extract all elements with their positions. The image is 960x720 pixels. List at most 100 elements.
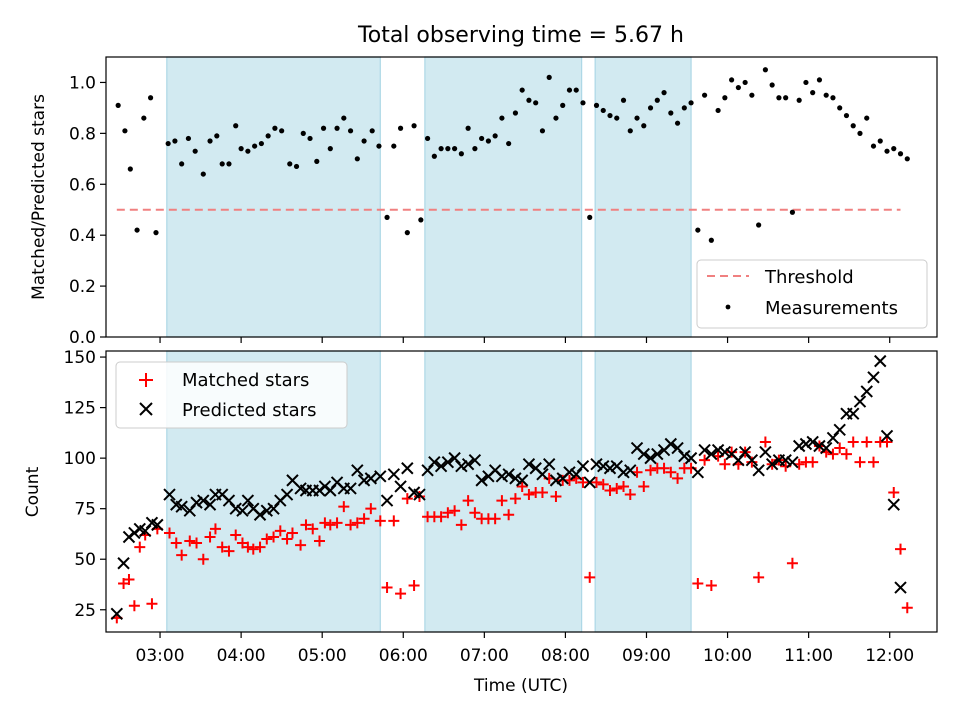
top-axes: 0.0 0.2 0.4 0.6 0.8 1.0 Matched/Predicted sta… <box>29 56 938 348</box>
matched-star-marker <box>128 600 140 612</box>
measurement-point <box>354 156 360 162</box>
x-tick-label: 10:00 <box>703 646 752 666</box>
measurement-point <box>307 135 313 142</box>
matched-star-marker <box>286 527 298 539</box>
measurement-point <box>369 128 375 134</box>
measurement-point <box>620 97 627 103</box>
matched-star-marker <box>719 458 731 470</box>
predicted-star-marker <box>413 488 426 501</box>
measurement-point <box>674 120 681 126</box>
measurement-point <box>361 138 367 144</box>
measurement-point <box>641 123 647 129</box>
matched-star-marker <box>254 541 266 553</box>
x-tick-label: 07:00 <box>460 646 509 666</box>
matched-star-marker <box>191 537 203 549</box>
matched-star-marker <box>584 571 596 583</box>
measurement-point <box>272 125 278 131</box>
measurement-point <box>300 130 306 136</box>
predicted-star-marker <box>280 488 294 501</box>
measurement-point <box>654 97 660 103</box>
measurement-point <box>179 161 185 167</box>
measurement-point <box>769 82 775 88</box>
measurement-point <box>843 112 850 119</box>
predicted-star-marker <box>698 443 711 457</box>
measurement-point <box>424 135 431 142</box>
predicted-star-marker <box>357 474 371 487</box>
measurement-point <box>810 90 816 96</box>
measurement-point <box>735 84 741 91</box>
measurement-point <box>341 115 347 121</box>
matched-star-marker <box>469 507 481 519</box>
measurement-point <box>141 115 147 121</box>
matched-star-marker <box>204 531 216 543</box>
top-points <box>115 67 910 243</box>
measurements-legend-label: Measurements <box>765 298 898 319</box>
measurement-point <box>397 125 404 131</box>
measurement-point <box>546 74 552 80</box>
predicted-star-marker <box>617 466 630 479</box>
measurement-point <box>647 105 654 111</box>
matched-star-marker <box>550 491 562 503</box>
matched-star-marker <box>281 533 293 545</box>
bottom-y-axis-label: Count <box>23 466 43 517</box>
matched-star-marker <box>577 476 589 488</box>
measurement-point <box>756 222 762 228</box>
predicted-star-marker <box>441 455 455 469</box>
matched-star-marker <box>861 436 873 448</box>
measurement-point <box>245 148 251 154</box>
measurement-point <box>816 77 823 83</box>
predicted-star-marker <box>583 476 596 489</box>
matched-star-marker <box>834 442 846 454</box>
predicted-star-marker <box>806 435 819 449</box>
matched-star-marker <box>307 523 319 535</box>
matched-star-marker <box>295 539 307 551</box>
y-tick-label: 100 <box>64 449 96 469</box>
y-tick-label: 0.6 <box>69 175 96 195</box>
measurement-point <box>320 125 327 131</box>
matched-star-marker <box>146 598 158 610</box>
bottom-plot-frame <box>105 350 938 633</box>
matched-star-marker <box>442 507 454 519</box>
predicted-star-marker <box>853 395 867 408</box>
matched-star-marker <box>216 541 228 553</box>
matched-star-marker <box>247 543 259 555</box>
y-tick-label: 75 <box>74 500 96 520</box>
matched-star-marker <box>645 464 657 476</box>
predicted-star-marker <box>786 455 799 469</box>
predicted-star-marker <box>819 441 833 455</box>
y-tick-label: 0.4 <box>69 226 96 246</box>
matched-star-marker <box>489 513 501 525</box>
x-tick-label: 08:00 <box>541 646 590 666</box>
predicted-star-marker <box>364 472 378 485</box>
measurement-point <box>627 128 633 134</box>
measurement-point <box>207 138 213 144</box>
matched-star-marker <box>170 537 182 549</box>
matched-star-marker <box>331 517 343 529</box>
measurement-point <box>762 67 768 73</box>
measurement-point <box>701 92 708 98</box>
matched-star-marker <box>324 519 336 531</box>
predicted-star-marker <box>495 470 509 483</box>
matched-star-marker <box>268 531 280 543</box>
measurement-point <box>465 125 471 131</box>
measurement-point <box>499 115 505 121</box>
top-legend: Threshold Measurements <box>696 259 928 329</box>
measurement-point <box>185 135 192 142</box>
matched-star-marker <box>408 580 420 592</box>
predicted-star-marker <box>799 437 813 451</box>
predicted-star-marker <box>434 460 448 473</box>
measurement-point <box>431 153 437 159</box>
y-tick-label: 25 <box>74 601 96 621</box>
measurement-point <box>708 237 714 243</box>
top-y-axis-label: Matched/Predicted stars <box>29 94 49 300</box>
x-tick-label: 04:00 <box>217 646 266 666</box>
measurement-point <box>472 146 478 152</box>
matched-star-marker <box>726 446 738 458</box>
measurement-point <box>789 209 796 215</box>
predicted-star-marker <box>260 504 274 517</box>
matched-star-marker <box>746 456 758 468</box>
measurement-point <box>279 128 285 134</box>
x-tick-label: 09:00 <box>622 646 671 666</box>
measurement-point <box>214 133 220 139</box>
x-tick-label: 05:00 <box>298 646 347 666</box>
